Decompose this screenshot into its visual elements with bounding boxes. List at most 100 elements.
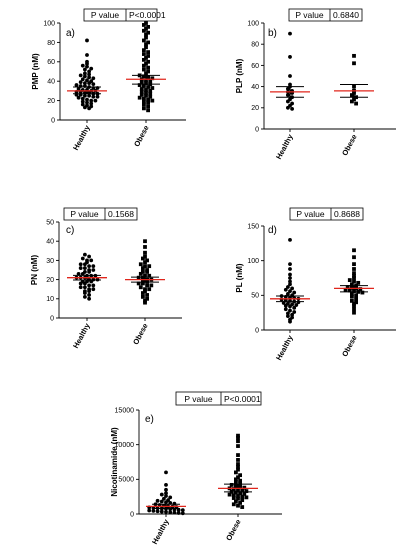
data-point: [352, 271, 356, 276]
data-point: [145, 270, 149, 274]
data-point: [354, 296, 358, 301]
data-point: [144, 93, 148, 98]
data-point: [236, 475, 240, 480]
data-point: [288, 319, 292, 324]
panel-label: a): [66, 28, 75, 39]
data-point: [89, 258, 94, 263]
data-point: [234, 470, 238, 475]
data-point: [143, 287, 147, 292]
data-point: [142, 102, 146, 107]
y-tick-label: 0: [255, 126, 259, 133]
y-tick-label: 0: [51, 117, 55, 124]
data-point: [172, 510, 177, 515]
data-point: [236, 494, 240, 498]
p-value-box: [83, 8, 158, 22]
y-axis-label: PN (nM): [30, 255, 39, 286]
y-axis-label: Nicotinamide (nM): [110, 427, 119, 497]
series-obese: [334, 53, 374, 106]
data-point: [89, 101, 94, 106]
data-point: [238, 473, 242, 478]
data-point: [236, 435, 240, 440]
data-point: [352, 61, 356, 66]
data-point: [89, 66, 94, 71]
data-point: [231, 496, 236, 500]
y-axis-label: PLP (nM): [235, 58, 244, 93]
data-point: [180, 508, 185, 513]
data-point: [142, 99, 146, 104]
data-point: [352, 279, 356, 284]
data-point: [234, 499, 238, 504]
data-point: [138, 285, 143, 290]
data-point: [78, 285, 83, 290]
data-point: [150, 98, 155, 103]
data-point: [146, 40, 150, 45]
data-point: [290, 312, 294, 317]
data-point: [236, 496, 240, 501]
data-point: [83, 262, 87, 267]
data-point: [143, 264, 147, 269]
data-point: [162, 496, 166, 501]
data-point: [87, 293, 91, 297]
series-healthy: [67, 252, 107, 301]
data-point: [288, 308, 292, 313]
data-point: [87, 81, 91, 86]
data-point: [286, 93, 290, 97]
data-point: [164, 500, 168, 505]
data-point: [352, 267, 356, 271]
data-point: [288, 304, 292, 309]
data-point: [151, 508, 156, 513]
panel-label: e): [145, 414, 154, 425]
data-point: [91, 94, 96, 99]
p-value: 0.1568: [108, 209, 134, 219]
data-point: [143, 300, 147, 305]
data-point: [141, 281, 145, 286]
data-point: [83, 285, 87, 290]
data-point: [91, 76, 96, 81]
data-point: [138, 271, 143, 276]
data-point: [234, 490, 238, 495]
data-point: [150, 76, 155, 81]
data-point: [352, 303, 356, 308]
series-obese: [125, 239, 165, 305]
data-point: [78, 266, 83, 270]
data-point: [288, 282, 292, 287]
data-point: [146, 59, 150, 64]
p-value: P<0.0001: [129, 10, 166, 20]
y-axis-label: PMP (nM): [31, 53, 40, 90]
data-point: [78, 281, 83, 286]
data-point: [142, 38, 146, 43]
data-point: [87, 296, 91, 301]
p-value-box: [289, 207, 364, 221]
data-point: [290, 286, 294, 291]
x-category-label: Obese: [224, 518, 243, 542]
x-category-label: Obese: [340, 133, 359, 157]
data-point: [288, 267, 292, 271]
data-point: [172, 501, 177, 506]
data-point: [76, 87, 81, 91]
data-point: [76, 95, 81, 100]
data-point: [87, 283, 91, 288]
data-point: [80, 96, 85, 101]
data-point: [146, 54, 150, 58]
data-point: [354, 101, 358, 106]
data-point: [137, 83, 142, 87]
series-healthy: [270, 237, 310, 324]
data-point: [147, 273, 152, 278]
data-point: [74, 83, 79, 87]
data-point: [83, 71, 87, 76]
data-point: [164, 482, 168, 487]
panel-4: 0 5000 10000 15000 Nicotinamide (nM) Healthy O…: [110, 391, 282, 546]
data-point: [240, 494, 245, 499]
data-point: [146, 108, 150, 113]
data-point: [87, 254, 91, 259]
data-point: [164, 491, 168, 496]
p-value-label: P value: [91, 10, 119, 20]
data-point: [288, 276, 292, 280]
series-healthy: [270, 31, 310, 111]
data-point: [145, 258, 149, 263]
data-point: [347, 288, 352, 293]
data-point: [283, 307, 288, 312]
data-point: [144, 90, 148, 95]
data-point: [290, 106, 294, 111]
data-point: [352, 307, 356, 312]
